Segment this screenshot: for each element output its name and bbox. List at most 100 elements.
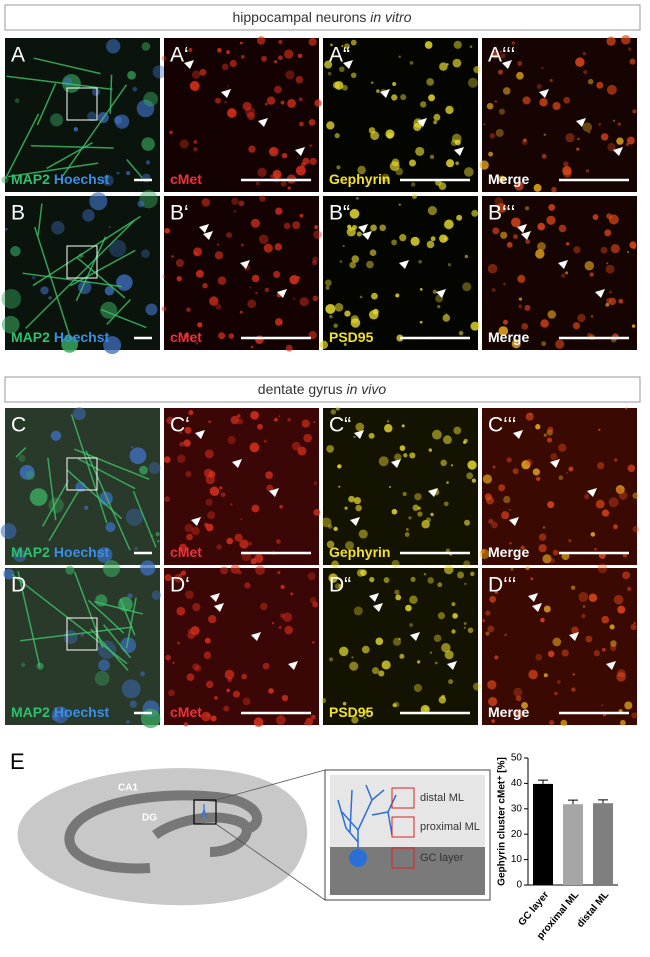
signal — [194, 665, 202, 672]
signal — [371, 667, 380, 675]
arrowhead — [380, 89, 390, 98]
signal — [250, 345, 254, 349]
signal — [517, 61, 523, 66]
signal — [255, 291, 258, 295]
signal — [40, 286, 49, 295]
signal — [299, 297, 309, 307]
signal — [161, 306, 167, 312]
signal — [410, 236, 420, 247]
signal — [187, 631, 196, 640]
neurite — [19, 626, 133, 642]
signal — [145, 160, 151, 165]
micrograph — [323, 38, 481, 192]
y-tick-label: 0 — [516, 880, 522, 891]
signal — [188, 410, 194, 416]
signal — [72, 407, 86, 421]
signal — [334, 303, 344, 312]
panel-label: D — [11, 574, 26, 597]
signal — [178, 543, 188, 552]
signal — [452, 613, 458, 619]
signal — [166, 416, 174, 425]
signal — [409, 595, 418, 604]
signal — [606, 262, 609, 265]
channel-name: Gephyrin — [329, 171, 390, 187]
signal — [313, 230, 323, 240]
signal — [266, 96, 276, 105]
panel-label: B‘‘‘ — [488, 202, 515, 225]
signal — [618, 298, 624, 304]
signal — [585, 169, 590, 173]
arrowhead — [354, 430, 364, 439]
signal — [570, 585, 576, 590]
signal — [386, 420, 390, 423]
signal — [498, 108, 505, 115]
neurite — [41, 481, 69, 527]
signal — [426, 78, 435, 86]
signal — [604, 229, 612, 237]
signal — [164, 227, 171, 234]
signal — [540, 319, 549, 328]
signal — [311, 640, 315, 644]
image-bg — [164, 196, 319, 350]
signal — [80, 633, 84, 637]
signal — [384, 424, 393, 433]
channel-label: Merge — [488, 544, 529, 560]
signal — [221, 63, 229, 71]
channel-name: cMet — [170, 544, 202, 560]
signal — [455, 161, 459, 166]
signal — [396, 334, 404, 342]
signal — [525, 239, 531, 245]
signal — [400, 94, 407, 101]
arrowhead — [391, 459, 401, 468]
signal — [299, 121, 304, 127]
signal — [498, 326, 509, 336]
signal — [429, 651, 433, 654]
signal — [260, 602, 268, 611]
signal — [399, 445, 406, 451]
signal — [608, 214, 619, 225]
signal — [239, 41, 243, 45]
signal — [84, 505, 89, 510]
channel-name: MAP2 — [11, 171, 50, 187]
signal — [535, 653, 543, 661]
signal — [542, 526, 546, 529]
signal — [217, 276, 227, 285]
signal — [231, 197, 239, 205]
arrowhead — [232, 459, 242, 468]
signal — [398, 637, 401, 641]
signal — [126, 720, 130, 724]
signal — [501, 511, 510, 520]
signal — [433, 634, 442, 643]
signal — [617, 605, 626, 614]
arrowhead — [210, 593, 220, 602]
signal — [350, 315, 359, 324]
neurite — [73, 571, 104, 648]
signal — [192, 602, 201, 612]
roi-box — [66, 457, 98, 491]
signal — [444, 650, 454, 660]
signal — [255, 565, 265, 576]
signal — [452, 58, 462, 68]
channel-label: PSD95 — [329, 704, 374, 720]
signal — [164, 496, 171, 502]
signal — [299, 213, 304, 218]
header-italic: in vivo — [347, 381, 387, 397]
signal — [473, 66, 481, 74]
signal — [428, 448, 433, 452]
signal — [105, 522, 116, 533]
signal — [502, 319, 509, 325]
signal — [587, 78, 594, 85]
signal — [633, 622, 636, 625]
signal — [427, 577, 434, 584]
signal — [310, 714, 316, 720]
signal — [281, 694, 289, 702]
signal — [517, 274, 526, 283]
neurite — [119, 598, 136, 636]
signal — [238, 200, 245, 207]
signal — [515, 695, 522, 702]
micrograph — [479, 407, 640, 565]
arrowhead — [191, 517, 201, 526]
signal — [506, 457, 512, 463]
arrowhead — [613, 147, 623, 156]
neurite — [94, 600, 143, 615]
